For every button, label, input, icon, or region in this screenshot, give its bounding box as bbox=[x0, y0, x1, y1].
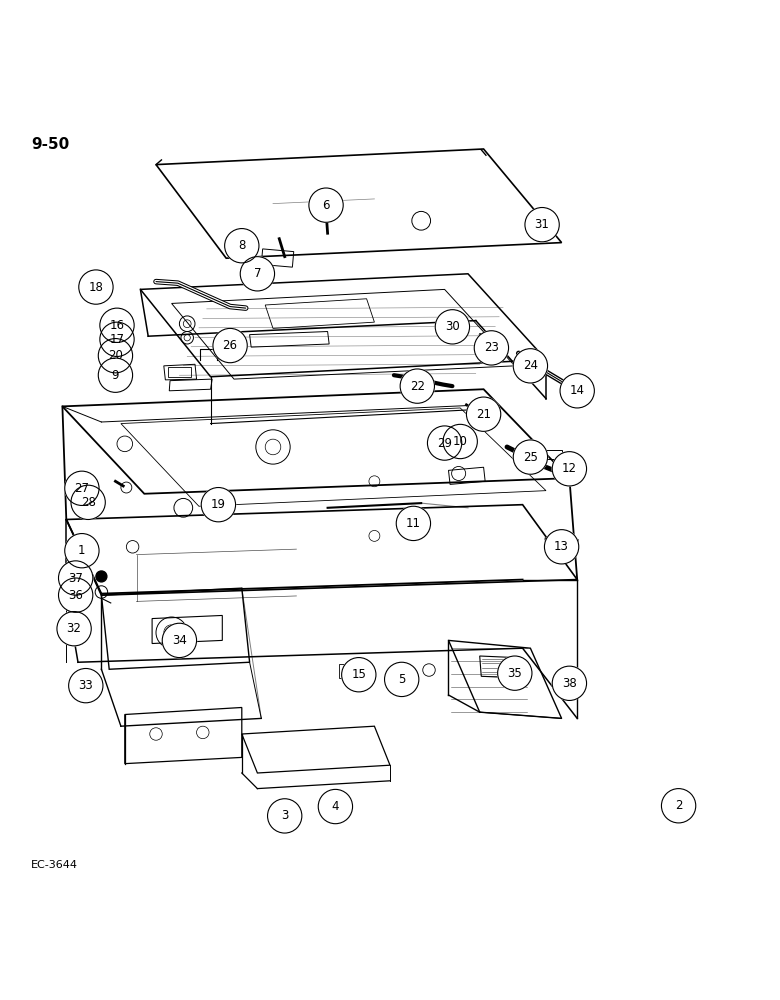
Circle shape bbox=[525, 208, 559, 242]
Text: 15: 15 bbox=[351, 668, 367, 681]
Text: 16: 16 bbox=[109, 319, 125, 332]
Circle shape bbox=[100, 322, 134, 356]
Text: 37: 37 bbox=[68, 571, 83, 584]
Bar bbox=[168, 367, 191, 377]
Text: 30: 30 bbox=[445, 320, 459, 333]
Text: 9: 9 bbox=[112, 369, 119, 382]
Circle shape bbox=[98, 358, 133, 392]
Circle shape bbox=[513, 440, 548, 474]
Circle shape bbox=[71, 485, 105, 520]
Text: 12: 12 bbox=[562, 462, 577, 475]
Text: 2: 2 bbox=[675, 799, 682, 812]
Text: 27: 27 bbox=[74, 482, 90, 495]
Circle shape bbox=[213, 328, 247, 363]
Circle shape bbox=[58, 561, 93, 595]
Circle shape bbox=[65, 471, 99, 505]
Text: 22: 22 bbox=[410, 380, 425, 393]
Bar bbox=[540, 450, 562, 459]
Bar bbox=[445, 430, 459, 438]
Text: 32: 32 bbox=[66, 622, 82, 635]
Text: 4: 4 bbox=[332, 800, 339, 813]
Circle shape bbox=[552, 452, 587, 486]
Text: 19: 19 bbox=[211, 498, 226, 511]
Circle shape bbox=[385, 662, 419, 697]
Text: 6: 6 bbox=[322, 199, 330, 212]
Circle shape bbox=[58, 578, 93, 612]
Circle shape bbox=[96, 571, 107, 582]
Circle shape bbox=[443, 424, 477, 459]
Text: 36: 36 bbox=[68, 589, 83, 602]
Text: 34: 34 bbox=[172, 634, 187, 647]
Text: 29: 29 bbox=[437, 437, 452, 450]
Circle shape bbox=[513, 349, 548, 383]
Circle shape bbox=[268, 799, 302, 833]
Text: 7: 7 bbox=[254, 267, 261, 280]
Text: 20: 20 bbox=[108, 349, 123, 362]
Circle shape bbox=[240, 257, 275, 291]
Text: 13: 13 bbox=[554, 540, 569, 553]
Circle shape bbox=[98, 339, 133, 373]
Text: 31: 31 bbox=[534, 218, 550, 231]
Circle shape bbox=[544, 530, 579, 564]
Circle shape bbox=[79, 270, 113, 304]
Text: 10: 10 bbox=[452, 435, 468, 448]
Text: 1: 1 bbox=[78, 544, 86, 557]
Text: 14: 14 bbox=[569, 384, 585, 397]
Text: 17: 17 bbox=[109, 333, 125, 346]
Circle shape bbox=[69, 668, 103, 703]
Circle shape bbox=[474, 331, 509, 365]
Circle shape bbox=[318, 789, 353, 824]
Circle shape bbox=[498, 656, 532, 690]
Circle shape bbox=[100, 308, 134, 342]
Circle shape bbox=[396, 506, 431, 541]
Circle shape bbox=[661, 789, 696, 823]
Text: 18: 18 bbox=[88, 281, 104, 294]
Text: 11: 11 bbox=[406, 517, 421, 530]
Circle shape bbox=[466, 397, 501, 431]
Text: EC-3644: EC-3644 bbox=[31, 860, 78, 870]
Text: 21: 21 bbox=[476, 408, 491, 421]
Circle shape bbox=[162, 623, 197, 658]
Circle shape bbox=[309, 188, 343, 222]
Text: 9-50: 9-50 bbox=[31, 137, 69, 152]
Circle shape bbox=[552, 666, 587, 700]
Circle shape bbox=[201, 488, 236, 522]
Circle shape bbox=[225, 229, 259, 263]
Circle shape bbox=[427, 426, 462, 460]
Text: 23: 23 bbox=[484, 341, 499, 354]
Text: 25: 25 bbox=[523, 451, 538, 464]
Text: 8: 8 bbox=[238, 239, 246, 252]
Text: 35: 35 bbox=[508, 667, 522, 680]
Circle shape bbox=[400, 369, 434, 403]
Circle shape bbox=[560, 374, 594, 408]
Bar bbox=[261, 249, 294, 267]
Circle shape bbox=[65, 534, 99, 568]
Circle shape bbox=[342, 658, 376, 692]
Text: 26: 26 bbox=[222, 339, 238, 352]
Circle shape bbox=[57, 612, 91, 646]
Text: 24: 24 bbox=[523, 359, 538, 372]
Text: 5: 5 bbox=[398, 673, 406, 686]
Text: 38: 38 bbox=[562, 677, 576, 690]
Text: 33: 33 bbox=[79, 679, 93, 692]
Bar bbox=[339, 664, 359, 678]
Circle shape bbox=[435, 310, 470, 344]
Text: 28: 28 bbox=[80, 496, 96, 509]
Text: 3: 3 bbox=[281, 809, 289, 822]
